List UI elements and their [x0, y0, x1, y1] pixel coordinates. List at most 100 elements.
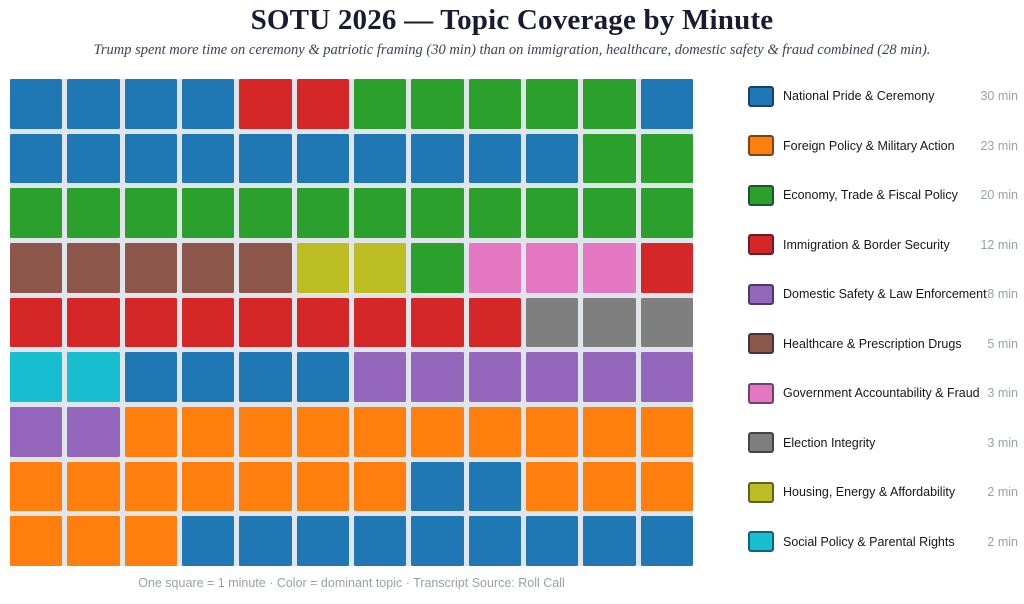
page-title: SOTU 2026 — Topic Coverage by Minute: [250, 4, 774, 36]
legend-minutes-value: 2 min: [987, 485, 1018, 500]
waffle-cell: [353, 188, 407, 238]
waffle-cell: [468, 407, 521, 457]
waffle-cell: [411, 133, 464, 184]
waffle-cell: [10, 297, 63, 348]
legend-minutes-value: 23 min: [980, 138, 1018, 153]
waffle-cell: [411, 243, 464, 293]
waffle-cell: [124, 79, 177, 129]
waffle-cell: [181, 297, 235, 348]
waffle-cell: [239, 188, 292, 238]
waffle-cell: [124, 516, 177, 566]
page-subtitle: Trump spent more time on ceremony & patr…: [93, 42, 931, 58]
waffle-cell: [411, 352, 464, 402]
waffle-cell: [468, 133, 521, 184]
waffle-cell: [468, 79, 521, 129]
waffle-cell: [124, 297, 177, 348]
waffle-cell: [67, 133, 120, 184]
waffle-cell: [583, 133, 636, 184]
waffle-cell: [10, 133, 63, 184]
legend-minutes-value: 3 min: [987, 386, 1018, 401]
legend-item: Government Accountability & Fraud 3 min: [748, 381, 1018, 405]
waffle-cell: [525, 407, 579, 457]
legend-item: Immigration & Border Security 12 min: [748, 233, 1018, 257]
waffle-cell: [124, 461, 177, 512]
waffle-cell: [181, 407, 235, 457]
waffle-cell: [67, 188, 120, 238]
legend-minutes-value: 2 min: [987, 534, 1018, 549]
waffle-cell: [525, 188, 579, 238]
legend-swatch-icon: [748, 382, 774, 404]
waffle-cell: [353, 407, 407, 457]
waffle-cell: [640, 133, 693, 184]
waffle-cell: [583, 516, 636, 566]
waffle-cell: [124, 243, 177, 293]
waffle-cell: [468, 297, 521, 348]
waffle-cell: [583, 461, 636, 512]
legend-item: Foreign Policy & Military Action 23 min: [748, 134, 1018, 158]
legend-topic-label: Immigration & Border Security: [783, 237, 950, 252]
waffle-cell: [583, 352, 636, 402]
waffle-cell: [10, 243, 63, 293]
legend-topic-label: Domestic Safety & Law Enforcement: [783, 287, 987, 302]
waffle-cell: [640, 516, 693, 566]
waffle-cell: [239, 243, 292, 293]
waffle-cell: [67, 79, 120, 129]
waffle-cell: [525, 297, 579, 348]
waffle-cell: [67, 461, 120, 512]
waffle-cell: [583, 243, 636, 293]
legend-minutes-value: 12 min: [980, 237, 1018, 252]
waffle-cell: [640, 461, 693, 512]
waffle-cell: [353, 79, 407, 129]
waffle-cell: [10, 407, 63, 457]
waffle-cell: [181, 188, 235, 238]
legend-item: Social Policy & Parental Rights 2 min: [748, 530, 1018, 554]
legend-item: Healthcare & Prescription Drugs 5 min: [748, 332, 1018, 356]
waffle-cell: [640, 79, 693, 129]
waffle-cell: [181, 352, 235, 402]
waffle-cell: [411, 188, 464, 238]
waffle-cell: [353, 243, 407, 293]
waffle-cell: [296, 407, 349, 457]
legend-topic-label: Government Accountability & Fraud: [783, 386, 980, 401]
waffle-cell: [411, 79, 464, 129]
waffle-cell: [296, 188, 349, 238]
legend-swatch-icon: [748, 283, 774, 305]
waffle-cell: [353, 516, 407, 566]
waffle-cell: [10, 461, 63, 512]
waffle-cell: [296, 461, 349, 512]
legend-swatch-icon: [748, 85, 774, 107]
legend-item: Economy, Trade & Fiscal Policy 20 min: [748, 183, 1018, 207]
waffle-cell: [296, 352, 349, 402]
legend-item: National Pride & Ceremony 30 min: [748, 84, 1018, 108]
legend: National Pride & Ceremony 30 min Foreign P…: [748, 84, 1018, 554]
legend-topic-label: Foreign Policy & Military Action: [783, 138, 955, 153]
waffle-cell: [296, 79, 349, 129]
waffle-cell: [353, 297, 407, 348]
waffle-cell: [239, 133, 292, 184]
waffle-cell: [67, 297, 120, 348]
waffle-cell: [10, 188, 63, 238]
waffle-cell: [411, 297, 464, 348]
waffle-cell: [353, 352, 407, 402]
chart-footer-note: One square = 1 minute · Color = dominant…: [138, 576, 565, 590]
legend-topic-label: Housing, Energy & Affordability: [783, 485, 956, 500]
legend-swatch-icon: [748, 234, 774, 256]
waffle-cell: [296, 516, 349, 566]
waffle-cell: [640, 407, 693, 457]
waffle-cell: [181, 133, 235, 184]
waffle-cell: [10, 516, 63, 566]
waffle-cell: [124, 188, 177, 238]
waffle-cell: [468, 516, 521, 566]
legend-item: Housing, Energy & Affordability 2 min: [748, 480, 1018, 504]
waffle-cell: [353, 133, 407, 184]
waffle-grid: [10, 79, 693, 566]
waffle-cell: [353, 461, 407, 512]
legend-minutes-value: 20 min: [980, 188, 1018, 203]
waffle-cell: [10, 352, 63, 402]
legend-minutes-value: 3 min: [987, 435, 1018, 450]
legend-swatch-icon: [748, 333, 774, 355]
waffle-cell: [525, 243, 579, 293]
waffle-cell: [239, 352, 292, 402]
legend-topic-label: Healthcare & Prescription Drugs: [783, 336, 962, 351]
waffle-cell: [583, 188, 636, 238]
